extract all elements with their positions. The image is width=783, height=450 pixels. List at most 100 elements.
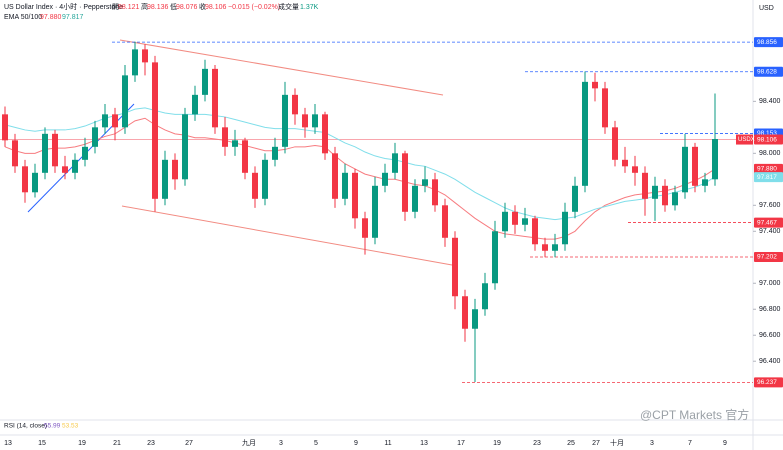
candle-body [572, 185, 578, 212]
candle-body [382, 172, 388, 186]
x-tick-label: 23 [147, 440, 155, 447]
ohlc-legend-label: 高 [141, 2, 148, 11]
candle-body [282, 94, 288, 147]
candle-body [672, 192, 678, 206]
price-tag-label: 97.817 [757, 174, 777, 181]
x-tick-label: 7 [688, 440, 692, 447]
x-tick-label: 3 [650, 440, 654, 447]
volume-label: 成交量 [278, 2, 299, 11]
symbol-tag-label: USDX [738, 137, 755, 143]
x-tick-label: 27 [592, 440, 600, 447]
x-tick-label: 17 [457, 440, 465, 447]
candle-body [152, 62, 158, 199]
ohlc-legend-label: 開 [112, 3, 119, 11]
price-tag [754, 66, 783, 77]
candle-body [492, 231, 498, 284]
y-tick-label: 96.600 [759, 332, 781, 339]
price-tag [754, 172, 783, 183]
candle-body [582, 81, 588, 186]
overlay: US Dollar Index · 4小时 · Pepperstone EMA … [4, 2, 774, 430]
x-tick-label: 九月 [242, 438, 256, 447]
candle-body [522, 218, 528, 225]
y-tick-label: 96.800 [759, 306, 781, 313]
price-tag-label: 96.237 [757, 379, 777, 386]
candle-body [302, 114, 308, 128]
candle-body [72, 159, 78, 173]
x-tick-label: 3 [279, 440, 283, 447]
x-tick-label: 27 [185, 440, 193, 447]
x-tick-label: 十月 [610, 438, 624, 447]
indicator-label: EMA 50/100 [4, 14, 42, 21]
candle-body [692, 146, 698, 186]
candle-body [142, 49, 148, 63]
x-tick-label: 23 [533, 440, 541, 447]
x-tick-label: 25 [567, 440, 575, 447]
x-tick-label: 11 [384, 440, 391, 447]
candle-body [262, 159, 268, 199]
candle-body [702, 179, 708, 186]
channel-line-lower [121, 205, 453, 266]
candle-body [332, 153, 338, 199]
candle-body [312, 114, 318, 128]
candle-body [592, 81, 598, 89]
candle-body [412, 185, 418, 212]
candle-body [552, 244, 558, 251]
price-tag-label: 97.880 [757, 166, 777, 173]
candle-body [122, 75, 128, 128]
price-tag [754, 134, 783, 145]
y-tick-label: 97.600 [759, 202, 781, 209]
candle-body [222, 127, 228, 147]
candle-body [92, 127, 98, 147]
y-tick-label: 97.000 [759, 280, 781, 287]
candle-body [352, 172, 358, 219]
candle-body [422, 179, 428, 186]
candle-body [622, 159, 628, 167]
candle-body [32, 172, 38, 193]
candle-body [562, 211, 568, 245]
candle-body [12, 140, 18, 167]
price-tag-label: 98.153 [757, 130, 777, 137]
candle-body [182, 114, 188, 180]
y-tick-label: 98.000 [759, 150, 781, 157]
candle-body [322, 114, 328, 154]
y-tick-label: 97.400 [759, 228, 781, 235]
x-tick-label: 21 [113, 440, 121, 447]
x-tick-label: 9 [354, 440, 358, 447]
candle-body [442, 205, 448, 238]
indicator-value: 97.880 [40, 14, 62, 21]
candle-body [512, 211, 518, 225]
watermark: @CPT Markets 官方 [640, 407, 749, 422]
indicator-value: 97.817 [62, 14, 84, 21]
rsi-value: 55.99 [44, 423, 61, 430]
candle-body [212, 68, 218, 128]
candle-body [642, 172, 648, 199]
price-tag-label: 97.467 [757, 219, 777, 226]
price-tag [754, 37, 783, 48]
x-tick-label: 13 [4, 440, 12, 447]
candle-body [132, 49, 138, 76]
candle-body [482, 283, 488, 310]
candle-body [162, 159, 168, 199]
ohlc-legend-value: 98.121 [118, 4, 140, 11]
candle-body [502, 211, 508, 232]
candle-body [52, 133, 58, 167]
price-tag-label: 98.856 [757, 39, 777, 46]
price-change: −0.015 (−0.02%) [228, 4, 280, 11]
candle-body [272, 146, 278, 160]
price-tag-label: 98.106 [757, 136, 777, 143]
x-tick-label: 15 [38, 440, 46, 447]
candle-body [462, 296, 468, 329]
x-tick-label: 9 [723, 440, 727, 447]
price-tag [754, 163, 783, 174]
price-tag-label: 97.202 [757, 254, 777, 261]
price-tag [754, 217, 783, 228]
ohlc-legend-value: 98.106 [205, 4, 227, 11]
x-tick-label: 13 [420, 440, 428, 447]
volume-value: 1.37K [300, 4, 319, 11]
candle-body [712, 139, 718, 180]
candle-body [362, 218, 368, 238]
candle-body [632, 166, 638, 173]
currency-label: USD [759, 5, 774, 12]
candle-body [102, 114, 108, 128]
